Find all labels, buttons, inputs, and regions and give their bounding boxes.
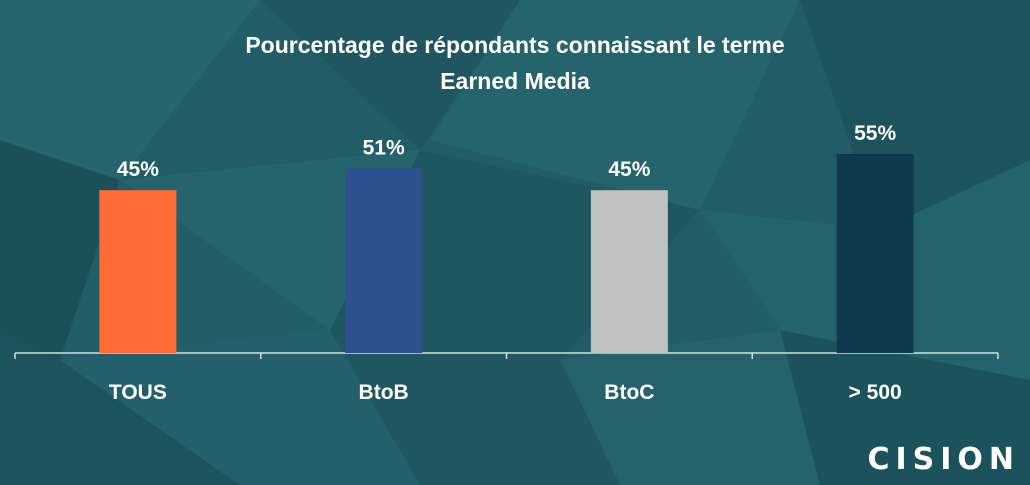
bar-2	[590, 190, 668, 353]
cision-logo: CISION	[867, 442, 1020, 477]
category-label-3: > 500	[849, 381, 902, 404]
bar-1	[345, 168, 423, 353]
bar-3	[836, 154, 914, 353]
data-label-3: 55%	[854, 122, 896, 145]
data-label-2: 45%	[608, 158, 650, 181]
category-label-0: TOUS	[109, 381, 167, 404]
bar-0	[99, 190, 177, 353]
logo-text: CISION	[867, 442, 1020, 477]
data-label-0: 45%	[117, 158, 159, 181]
chart-title-line2: Earned Media	[440, 68, 590, 94]
category-label-2: BtoC	[604, 381, 654, 404]
chart-title: Pourcentage de répondants connaissant le…	[245, 32, 785, 58]
data-label-1: 51%	[363, 136, 405, 159]
category-label-1: BtoB	[359, 381, 409, 404]
